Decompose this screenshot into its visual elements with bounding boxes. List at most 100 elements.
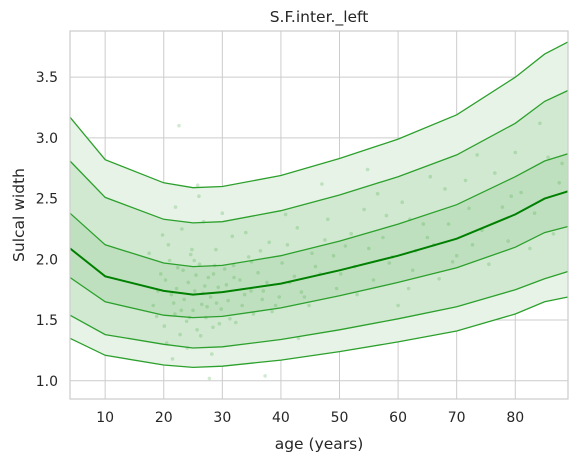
scatter-point <box>326 218 330 222</box>
scatter-point <box>225 283 229 287</box>
scatter-point <box>349 232 353 236</box>
scatter-point <box>533 211 537 215</box>
y-tick-label: 3.5 <box>36 70 58 86</box>
scatter-point <box>200 303 204 307</box>
x-tick-label: 80 <box>506 410 524 426</box>
scatter-point <box>274 304 278 308</box>
scatter-point <box>443 187 447 191</box>
scatter-point <box>193 289 197 293</box>
scatter-point <box>286 243 290 247</box>
scatter-point <box>210 352 214 356</box>
scatter-point <box>385 214 389 218</box>
scatter-point <box>464 179 468 183</box>
scatter-point <box>426 236 430 240</box>
scatter-point <box>475 153 479 157</box>
scatter-point <box>339 272 343 276</box>
y-axis-label: Sulcal width <box>10 168 28 262</box>
scatter-point <box>546 156 550 160</box>
scatter-point <box>249 289 253 293</box>
scatter-point <box>247 255 251 259</box>
scatter-point <box>467 207 471 211</box>
scatter-point <box>171 357 175 361</box>
scatter-point <box>557 181 561 185</box>
scatter-point <box>296 226 300 230</box>
scatter-point <box>344 244 348 248</box>
scatter-point <box>323 238 327 242</box>
scatter-point <box>509 194 513 198</box>
scatter-point <box>181 269 185 273</box>
x-tick-label: 70 <box>448 410 466 426</box>
scatter-point <box>366 168 370 172</box>
scatter-point <box>238 278 242 282</box>
y-tick-label: 2.5 <box>36 192 58 208</box>
scatter-point <box>388 261 392 265</box>
x-tick-label: 60 <box>389 410 407 426</box>
scatter-point <box>381 236 385 240</box>
scatter-point <box>172 301 176 305</box>
x-tick-label: 20 <box>155 410 173 426</box>
scatter-point <box>320 182 324 186</box>
scatter-point <box>256 271 260 275</box>
scatter-point <box>314 265 318 269</box>
scatter-point <box>234 321 238 325</box>
scatter-point <box>195 328 199 332</box>
scatter-point <box>218 322 222 326</box>
scatter-point <box>232 276 236 280</box>
scatter-point <box>211 326 215 330</box>
scatter-point <box>493 171 497 175</box>
x-axis-label: age (years) <box>275 435 364 453</box>
scatter-point <box>519 191 523 195</box>
scatter-point <box>198 262 202 266</box>
scatter-point <box>208 377 212 381</box>
scatter-point <box>260 298 264 302</box>
scatter-point <box>362 208 366 212</box>
scatter-point <box>182 298 186 302</box>
scatter-point <box>372 278 376 282</box>
scatter-point <box>280 261 284 265</box>
scatter-point <box>219 307 223 311</box>
scatter-point <box>270 310 274 314</box>
scatter-point <box>487 262 491 266</box>
scatter-point <box>168 259 172 263</box>
scatter-point <box>262 289 266 293</box>
scatter-point <box>177 124 181 128</box>
x-tick-label: 30 <box>213 410 231 426</box>
scatter-point <box>205 305 209 309</box>
scatter-point <box>451 260 455 264</box>
scatter-point <box>185 320 189 324</box>
scatter-point <box>164 278 168 282</box>
scatter-point <box>376 192 380 196</box>
scatter-point <box>407 287 411 291</box>
x-tick-label: 50 <box>331 410 349 426</box>
scatter-point <box>214 248 218 252</box>
scatter-point <box>180 309 184 313</box>
scatter-point <box>355 293 359 297</box>
scatter-point <box>284 213 288 217</box>
scatter-point <box>191 309 195 313</box>
scatter-point <box>252 312 256 316</box>
scatter-point <box>307 304 311 308</box>
scatter-point <box>396 304 400 308</box>
scatter-point <box>155 315 159 319</box>
scatter-point <box>223 267 227 271</box>
scatter-point <box>560 162 564 166</box>
scatter-point <box>170 293 174 297</box>
scatter-point <box>221 211 225 215</box>
scatter-point <box>215 301 219 305</box>
scatter-point <box>244 231 248 235</box>
scatter-point <box>528 247 532 251</box>
y-tick-label: 1.0 <box>36 374 58 390</box>
scatter-point <box>240 304 244 308</box>
scatter-point <box>159 272 163 276</box>
scatter-point <box>226 299 230 303</box>
scatter-point <box>335 287 339 291</box>
scatter-point <box>216 286 220 290</box>
y-tick-label: 2.0 <box>36 252 58 268</box>
scatter-point <box>151 304 155 308</box>
scatter-point <box>514 151 518 155</box>
scatter-point <box>161 233 165 237</box>
scatter-point <box>411 269 415 273</box>
scatter-point <box>455 254 459 258</box>
chart-title: S.F.inter._left <box>270 8 369 27</box>
scatter-point <box>422 222 426 226</box>
